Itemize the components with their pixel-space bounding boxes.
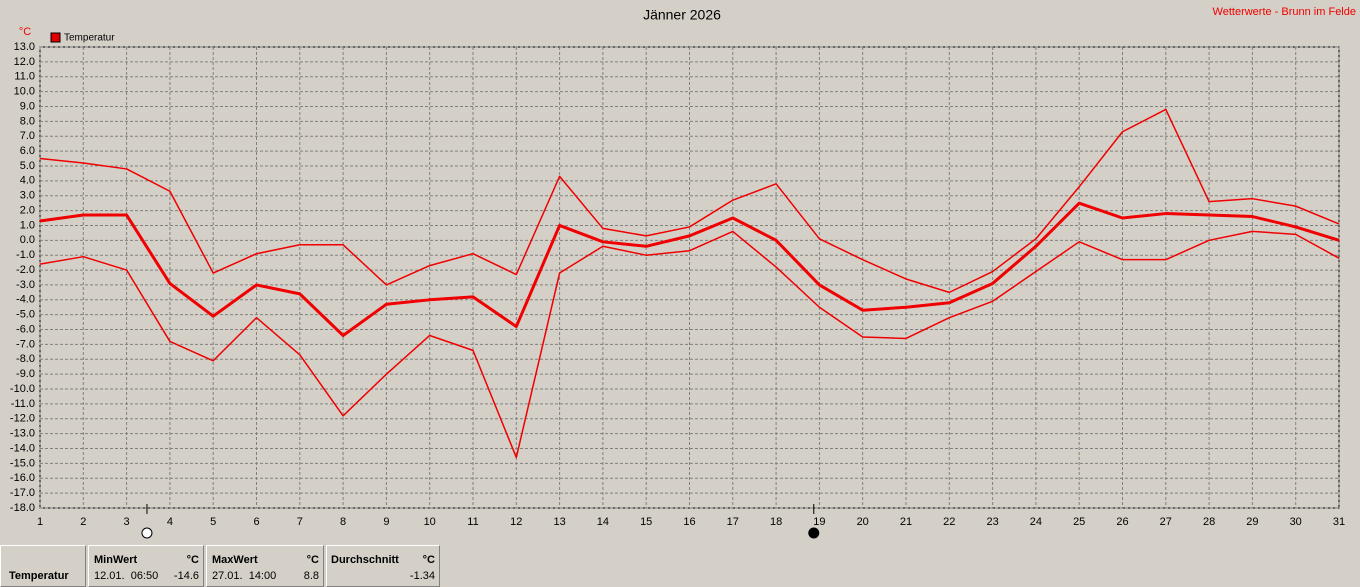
y-tick-label: -9.0 bbox=[16, 368, 35, 380]
header: MinWert bbox=[94, 554, 138, 566]
y-tick-label: 6.0 bbox=[20, 145, 35, 157]
series-line bbox=[39, 201, 1340, 337]
header: MaxWert bbox=[212, 554, 258, 566]
x-tick-label: 28 bbox=[1203, 516, 1215, 528]
x-tick-label: 24 bbox=[1030, 516, 1042, 528]
y-tick-label: -15.0 bbox=[10, 457, 35, 469]
x-tick-label: 11 bbox=[467, 516, 478, 528]
value: -1.34 bbox=[409, 570, 435, 582]
x-tick-label: 14 bbox=[597, 516, 609, 528]
y-tick-label: -13.0 bbox=[10, 428, 35, 440]
y-tick-label: 12.0 bbox=[14, 56, 35, 68]
legend-label: Temperatur bbox=[64, 33, 115, 44]
chart: Jänner 2026 Wetterwerte - Brunn im Felde… bbox=[10, 6, 1356, 539]
y-tick-label: -4.0 bbox=[16, 294, 35, 306]
x-tick-label: 31 bbox=[1333, 516, 1345, 528]
series-line bbox=[39, 108, 1340, 294]
y-tick-label: 7.0 bbox=[20, 130, 35, 142]
unit: °C bbox=[422, 554, 435, 566]
x-tick-label: 29 bbox=[1246, 516, 1258, 528]
row-label: Temperatur bbox=[9, 570, 69, 582]
y-tick-label: -17.0 bbox=[10, 487, 35, 499]
x-tick-label: 4 bbox=[167, 516, 173, 528]
min-cell: MinWert °C 12.01. 06:50 -14.6 bbox=[88, 545, 204, 587]
y-tick-label: 4.0 bbox=[20, 175, 35, 187]
x-tick-label: 5 bbox=[210, 516, 216, 528]
header: Durchschnitt bbox=[331, 554, 399, 566]
y-tick-label: 5.0 bbox=[20, 160, 35, 172]
x-tick-label: 22 bbox=[943, 516, 955, 528]
x-tick-label: 20 bbox=[857, 516, 869, 528]
legend-swatch bbox=[50, 32, 61, 43]
row-header: Temperatur bbox=[0, 545, 86, 587]
y-tick-label: -6.0 bbox=[16, 323, 35, 335]
y-tick-label: -16.0 bbox=[10, 472, 35, 484]
y-tick-label: 13.0 bbox=[14, 41, 35, 53]
x-tick-label: 17 bbox=[727, 516, 739, 528]
x-tick-label: 19 bbox=[813, 516, 825, 528]
y-tick-label: -5.0 bbox=[16, 309, 35, 321]
y-unit: °C bbox=[19, 26, 31, 38]
x-tick-label: 15 bbox=[640, 516, 652, 528]
x-tick-label: 30 bbox=[1290, 516, 1302, 528]
marker bbox=[808, 527, 820, 539]
x-tick-label: 7 bbox=[297, 516, 303, 528]
x-tick-label: 9 bbox=[383, 516, 389, 528]
x-tick-label: 3 bbox=[124, 516, 130, 528]
y-tick-label: -3.0 bbox=[16, 279, 35, 291]
time: 27.01. 14:00 bbox=[212, 570, 277, 582]
y-tick-label: -10.0 bbox=[10, 383, 35, 395]
y-tick-label: 2.0 bbox=[20, 204, 35, 216]
x-tick-label: 8 bbox=[340, 516, 346, 528]
y-tick-label: -8.0 bbox=[16, 353, 35, 365]
value: 8.8 bbox=[303, 570, 319, 582]
y-tick-label: -14.0 bbox=[10, 442, 35, 454]
y-tick-label: -12.0 bbox=[10, 413, 35, 425]
y-tick-label: -1.0 bbox=[16, 249, 35, 261]
x-tick-label: 12 bbox=[510, 516, 522, 528]
x-tick-label: 2 bbox=[80, 516, 86, 528]
x-tick-label: 16 bbox=[683, 516, 695, 528]
x-tick-label: 27 bbox=[1160, 516, 1172, 528]
avg-cell: Durchschnitt °C -1.34 bbox=[326, 545, 440, 587]
y-tick-label: -2.0 bbox=[16, 264, 35, 276]
y-tick-label: 8.0 bbox=[20, 115, 35, 127]
y-tick-label: 9.0 bbox=[20, 100, 35, 112]
x-tick-label: 23 bbox=[986, 516, 998, 528]
marker bbox=[141, 527, 153, 539]
x-tick-label: 10 bbox=[424, 516, 436, 528]
y-tick-label: -18.0 bbox=[10, 502, 35, 514]
time: 12.01. 06:50 bbox=[94, 570, 159, 582]
value: -14.6 bbox=[173, 570, 199, 582]
y-tick-label: 0.0 bbox=[20, 234, 35, 246]
x-tick-label: 6 bbox=[253, 516, 259, 528]
x-tick-label: 25 bbox=[1073, 516, 1085, 528]
y-tick-label: 11.0 bbox=[14, 71, 35, 83]
y-tick-label: -7.0 bbox=[16, 338, 35, 350]
series-line bbox=[39, 230, 1340, 459]
y-tick-label: -11.0 bbox=[11, 398, 35, 410]
unit: °C bbox=[306, 554, 319, 566]
y-tick-label: 1.0 bbox=[20, 219, 35, 231]
source: Wetterwerte - Brunn im Felde bbox=[1213, 6, 1356, 18]
x-tick-label: 1 bbox=[37, 516, 43, 528]
x-tick-label: 26 bbox=[1116, 516, 1128, 528]
chart-title: Jänner 2026 bbox=[643, 7, 721, 23]
y-tick-label: 10.0 bbox=[14, 86, 35, 98]
x-tick-label: 13 bbox=[553, 516, 565, 528]
y-tick-label: 3.0 bbox=[20, 190, 35, 202]
x-tick-label: 18 bbox=[770, 516, 782, 528]
max-cell: MaxWert °C 27.01. 14:00 8.8 bbox=[206, 545, 324, 587]
x-tick-label: 21 bbox=[900, 516, 912, 528]
unit: °C bbox=[186, 554, 199, 566]
